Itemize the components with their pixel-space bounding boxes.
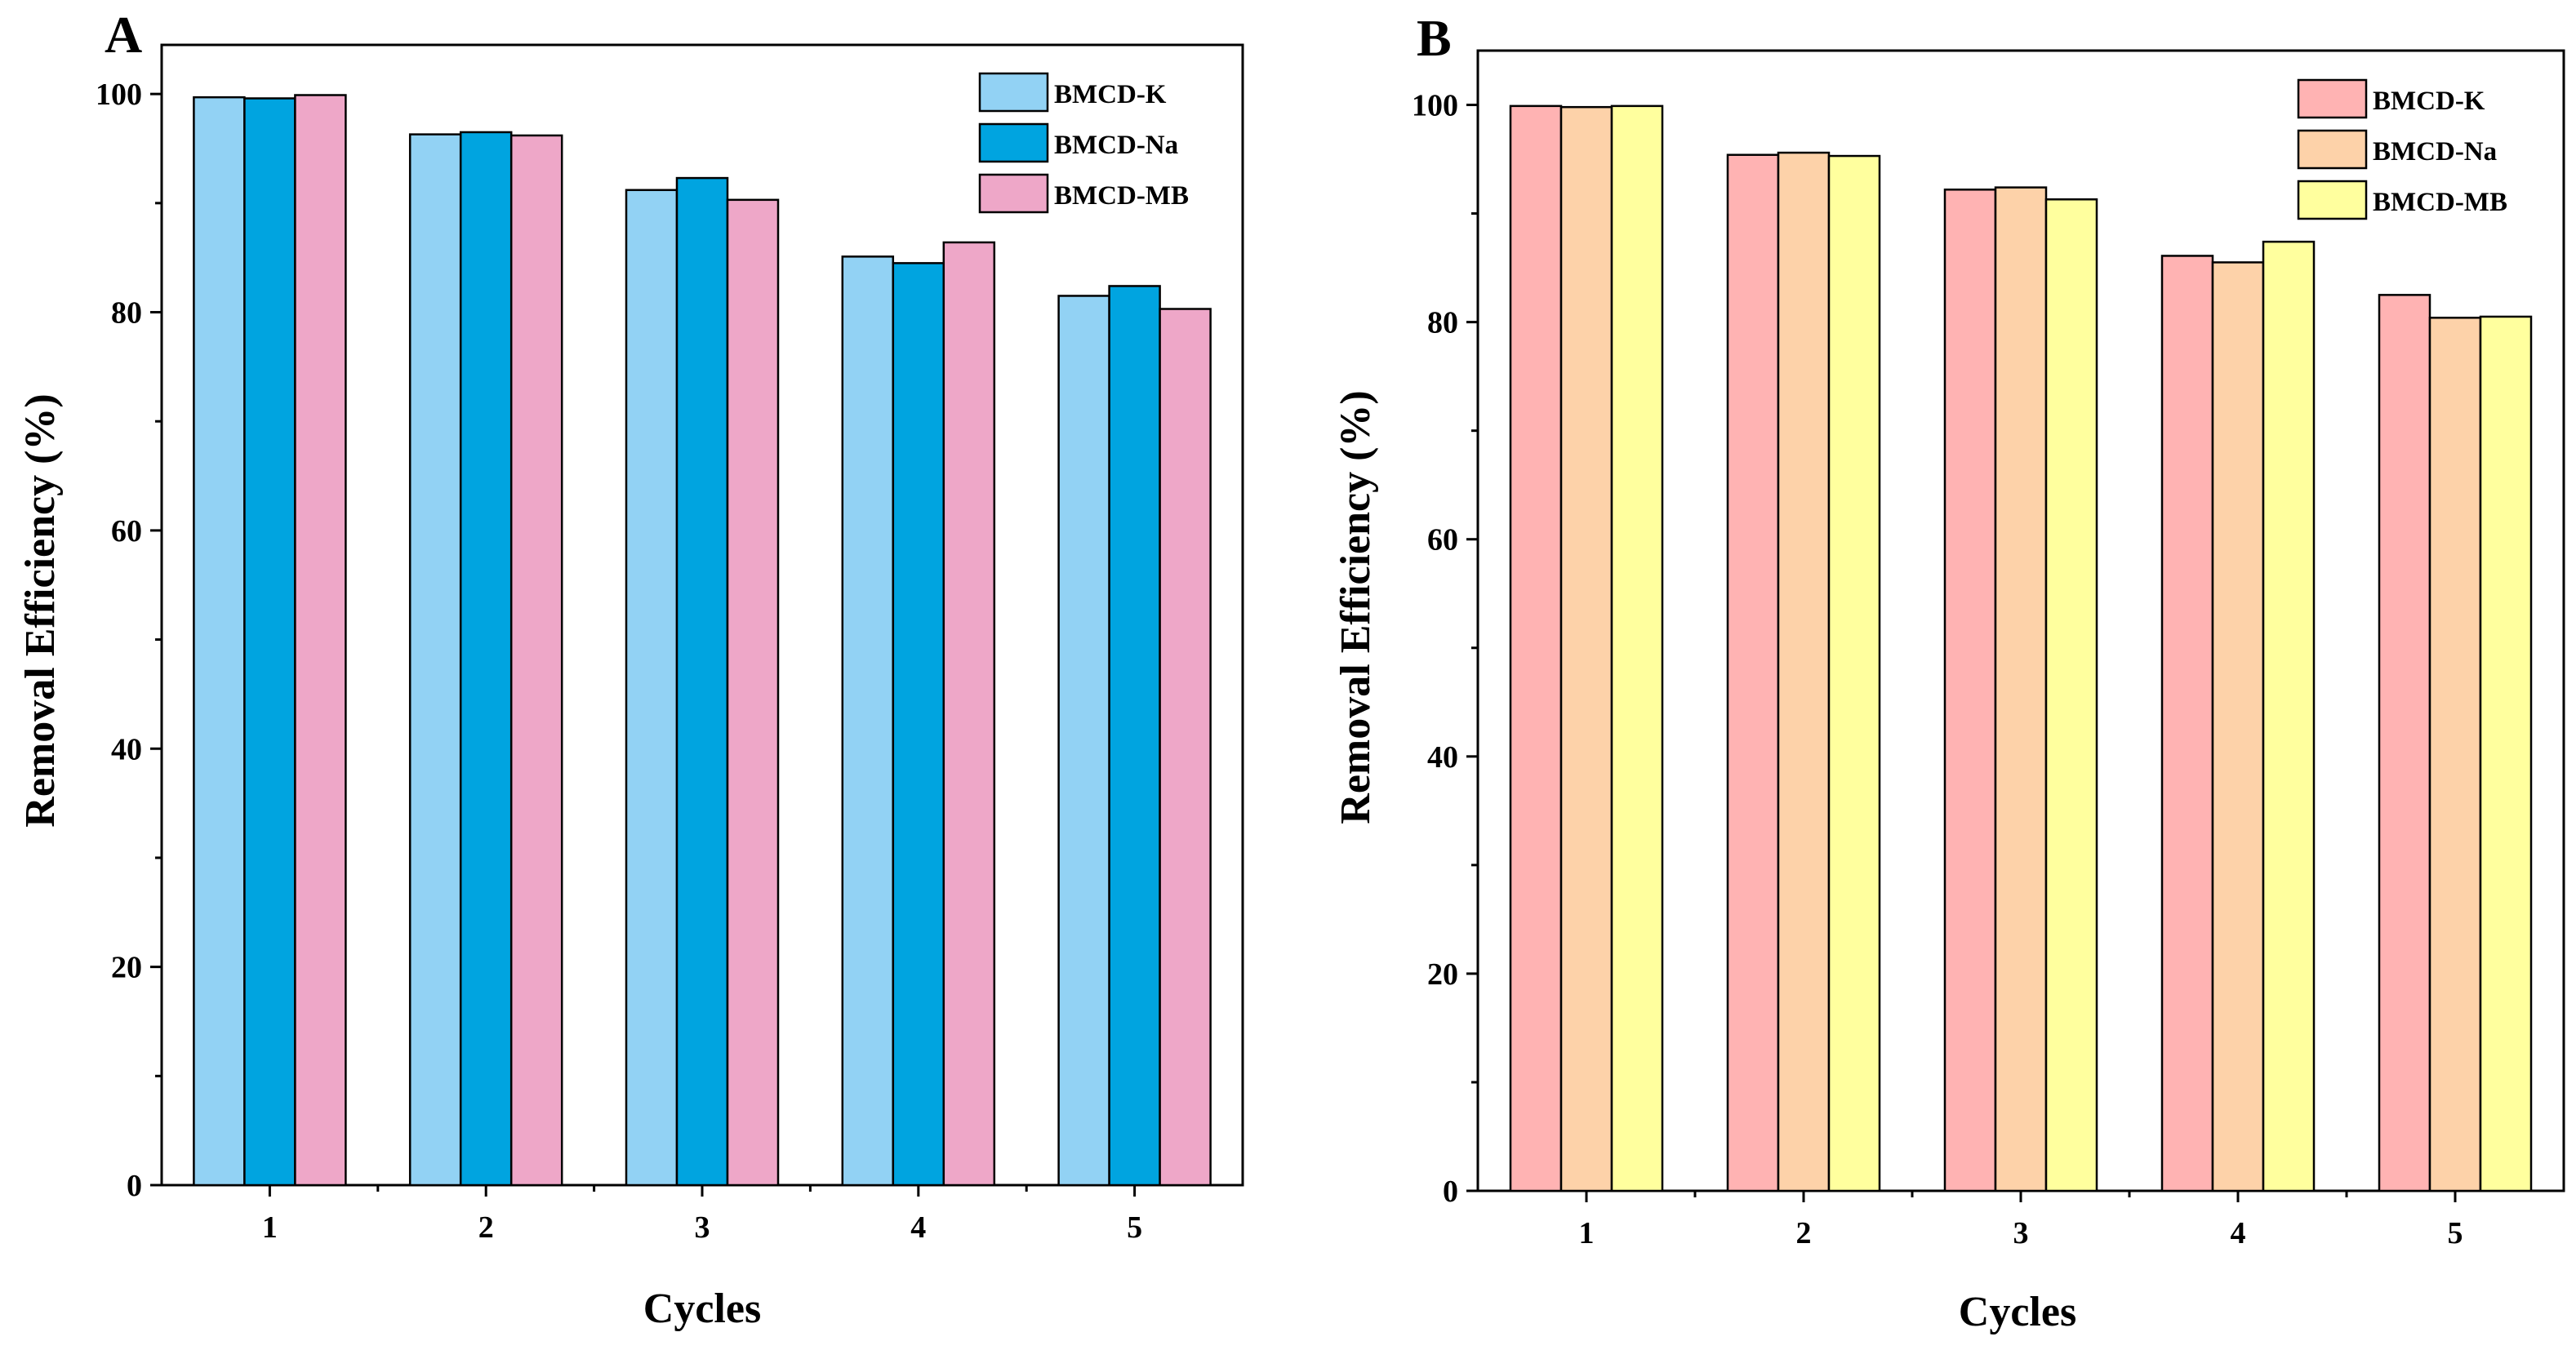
y-tick-label: 80 (111, 296, 142, 331)
bar-bmcd-k-cycle-3 (1943, 189, 1997, 1192)
y-tick-label: 60 (111, 514, 142, 548)
bar-bmcd-mb-cycle-4 (942, 241, 996, 1187)
x-tick-label: 1 (262, 1210, 278, 1245)
bar-bmcd-mb-cycle-4 (2262, 240, 2316, 1192)
bar-bmcd-na-cycle-1 (1559, 105, 1613, 1192)
bar-bmcd-na-cycle-2 (459, 131, 513, 1187)
bar-bmcd-na-cycle-5 (1108, 285, 1161, 1187)
legend-swatch (978, 173, 1049, 214)
chart-panel-b: B Removal Efficiency (%) Cycles 0 20 40 60 8… (1332, 9, 2565, 1335)
x-axis-title: Cycles (643, 1286, 761, 1332)
y-tick-label: 100 (1412, 89, 1458, 123)
legend-swatch (2297, 129, 2368, 170)
y-tick-label: 60 (1427, 523, 1458, 557)
legend-label: BMCD-Na (1054, 131, 1178, 160)
x-tick-label: 2 (1796, 1216, 1812, 1250)
legend-label: BMCD-MB (2373, 188, 2507, 217)
x-tick-label: 3 (2013, 1216, 2029, 1250)
legend-swatch (2297, 78, 2368, 119)
bar-bmcd-na-cycle-3 (1994, 186, 2048, 1192)
bar-bmcd-mb-cycle-2 (509, 134, 563, 1187)
bar-bmcd-na-cycle-2 (1777, 151, 1831, 1192)
bar-bmcd-mb-cycle-3 (2044, 198, 2098, 1192)
bar-bmcd-k-cycle-5 (1057, 295, 1110, 1187)
legend: BMCD-K BMCD-Na BMCD-MB (978, 72, 1189, 214)
legend-swatch (2297, 180, 2368, 220)
bar-bmcd-k-cycle-2 (1726, 153, 1780, 1192)
legend-label: BMCD-Na (2373, 137, 2497, 167)
y-tick-label: 20 (111, 951, 142, 985)
y-tick-label: 0 (127, 1169, 142, 1203)
x-tick-label: 5 (1127, 1210, 1142, 1245)
bar-bmcd-k-cycle-2 (408, 133, 462, 1187)
x-tick-label: 3 (695, 1210, 710, 1245)
legend-swatch (978, 122, 1049, 163)
legend-label: BMCD-K (2373, 87, 2485, 116)
bar-bmcd-k-cycle-1 (1509, 104, 1563, 1192)
y-axis-title: Removal Efficiency (%) (17, 393, 64, 827)
y-tick-label: 40 (111, 732, 142, 766)
bar-bmcd-na-cycle-1 (243, 97, 296, 1187)
x-tick-label: 4 (2231, 1216, 2246, 1250)
bar-bmcd-mb-cycle-1 (1610, 104, 1664, 1192)
x-tick-label: 5 (2448, 1216, 2463, 1250)
panel-label: A (105, 6, 142, 64)
bar-bmcd-k-cycle-4 (841, 255, 895, 1187)
legend-label: BMCD-MB (1054, 181, 1189, 211)
x-tick-label: 2 (478, 1210, 494, 1245)
plot-area-a: 0 20 40 60 80 100 1 2 3 4 5 BMCD-K BMCD-Na BMCD-MB (96, 43, 1244, 1245)
panel-label: B (1417, 9, 1452, 67)
legend-label: BMCD-K (1054, 80, 1167, 109)
y-tick-label: 20 (1427, 957, 1458, 992)
x-tick-label: 1 (1579, 1216, 1595, 1250)
chart-panel-a: A Removal Efficiency (%) Cycles 0 20 40 60 8… (17, 6, 1244, 1332)
y-tick-label: 40 (1427, 740, 1458, 775)
bar-bmcd-k-cycle-5 (2378, 294, 2431, 1192)
bar-bmcd-na-cycle-3 (675, 176, 729, 1187)
bar-bmcd-mb-cycle-3 (726, 198, 780, 1187)
bar-bmcd-mb-cycle-5 (1159, 308, 1212, 1187)
bar-bmcd-na-cycle-4 (2211, 261, 2265, 1192)
bar-bmcd-k-cycle-1 (193, 95, 246, 1187)
legend-swatch (978, 72, 1049, 113)
plot-area-b: 0 20 40 60 80 100 1 2 3 4 5 BMCD-K BMCD-Na BMCD-MB (1412, 49, 2565, 1250)
bar-bmcd-mb-cycle-1 (294, 94, 347, 1187)
bar-bmcd-mb-cycle-2 (1827, 154, 1881, 1192)
y-tick-label: 80 (1427, 306, 1458, 340)
bar-bmcd-na-cycle-4 (892, 262, 945, 1187)
bar-bmcd-na-cycle-5 (2428, 317, 2482, 1192)
legend: BMCD-K BMCD-Na BMCD-MB (2297, 78, 2507, 220)
y-tick-label: 0 (1443, 1175, 1458, 1209)
bar-bmcd-k-cycle-3 (625, 189, 678, 1187)
x-tick-label: 4 (910, 1210, 926, 1245)
bar-bmcd-k-cycle-4 (2160, 255, 2214, 1192)
bar-bmcd-mb-cycle-5 (2479, 315, 2533, 1192)
x-axis-title: Cycles (1959, 1289, 2076, 1335)
y-axis-title: Removal Efficiency (%) (1332, 390, 1379, 824)
y-tick-label: 100 (96, 78, 142, 112)
